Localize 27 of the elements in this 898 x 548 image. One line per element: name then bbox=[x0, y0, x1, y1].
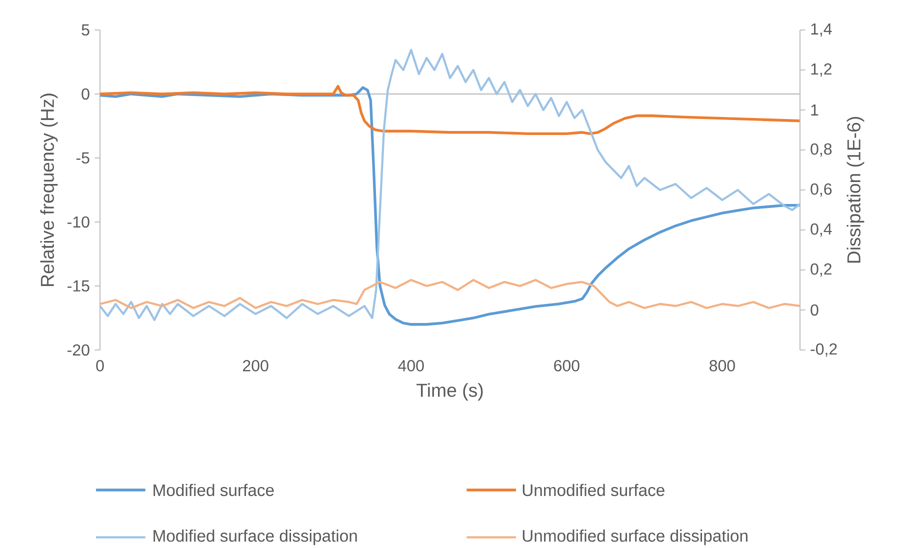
y-tick-label: 5 bbox=[82, 24, 90, 36]
y-tick-label: 0 bbox=[82, 88, 90, 100]
y-axis-title: Relative frequency (Hz) bbox=[40, 94, 58, 286]
y-tick-label: -5 bbox=[76, 152, 90, 164]
x-tick-label: 200 bbox=[243, 360, 268, 372]
y2-tick-label: 0,2 bbox=[810, 263, 832, 277]
legend-label: Unmodified surface bbox=[522, 484, 664, 496]
y2-tick-label: 1,2 bbox=[811, 63, 832, 77]
x-tick-label: 0 bbox=[96, 360, 104, 372]
y2-tick-label: 0 bbox=[810, 304, 818, 316]
y2-tick-label: 0,6 bbox=[810, 183, 832, 197]
y-tick-label: -10 bbox=[68, 216, 90, 228]
legend-label: Unmodified surface dissipation bbox=[522, 530, 748, 546]
y2-tick-label: -0,2 bbox=[810, 343, 837, 357]
y-tick-label: -20 bbox=[68, 344, 90, 356]
y2-tick-label: 1,4 bbox=[811, 23, 832, 37]
x-tick-label: 600 bbox=[554, 360, 580, 372]
x-axis-title: Time (s) bbox=[416, 383, 483, 401]
y2-tick-label: 0,8 bbox=[810, 143, 832, 157]
legend-label: Modified surface dissipation bbox=[154, 530, 357, 546]
y-tick-label: -15 bbox=[68, 280, 90, 292]
y2-axis-title: Dissipation (1E-6) bbox=[846, 117, 864, 263]
x-tick-label: 400 bbox=[398, 360, 424, 372]
x-tick-label: 800 bbox=[710, 360, 735, 372]
legend-label: Modified surface bbox=[154, 484, 274, 496]
y2-tick-label: 0,4 bbox=[810, 223, 832, 237]
y2-tick-label: 1 bbox=[811, 104, 818, 116]
